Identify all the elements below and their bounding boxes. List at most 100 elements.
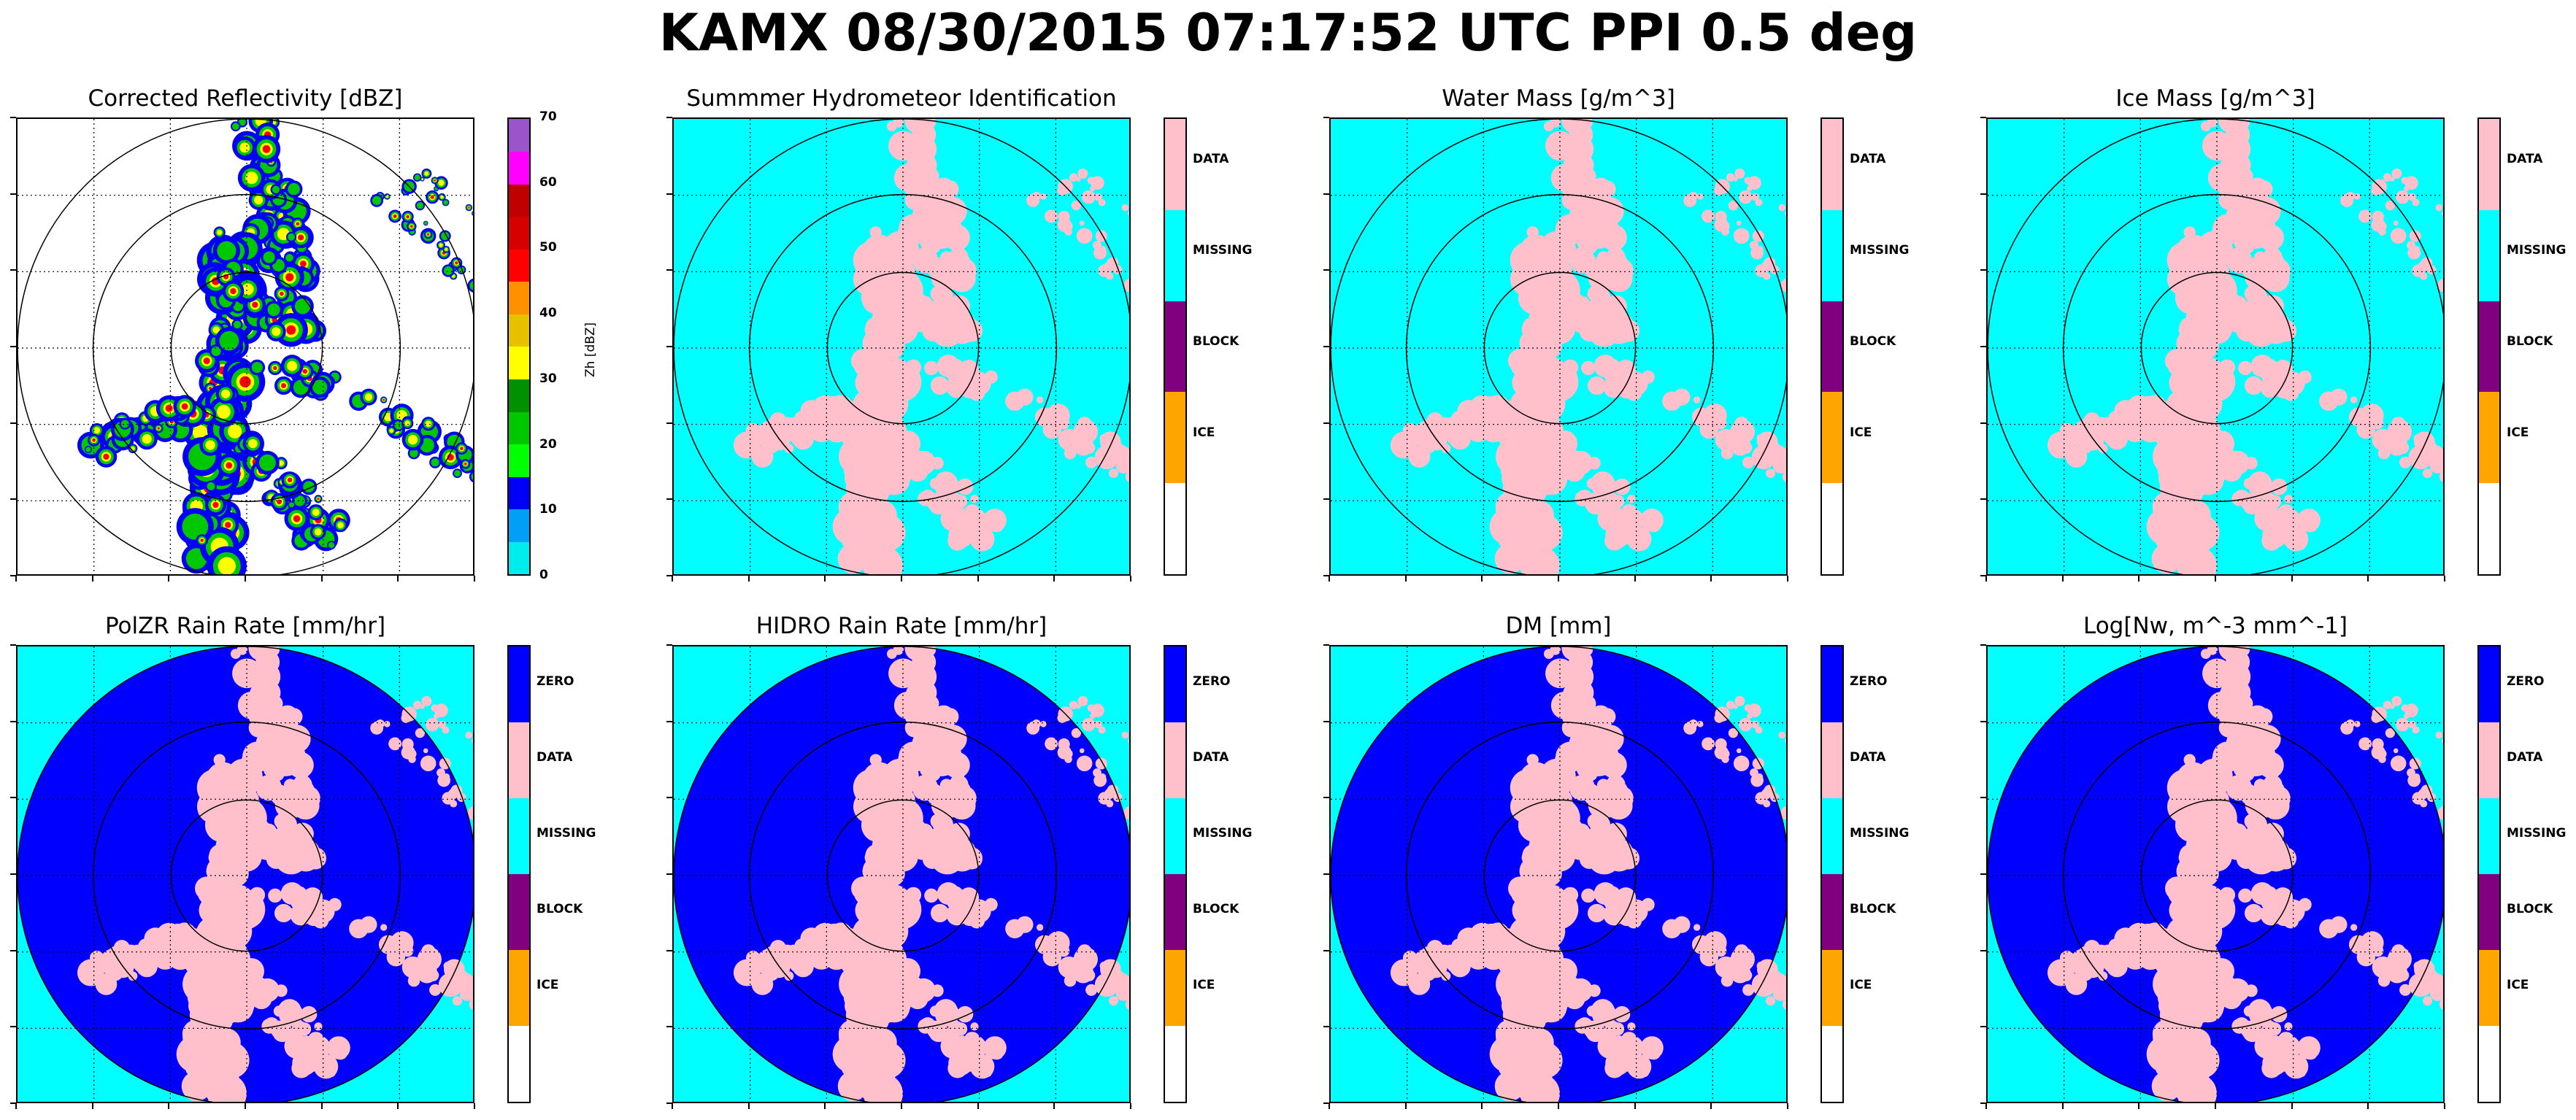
colorbar-segment <box>1822 209 1842 302</box>
axis-tick <box>1323 1026 1329 1028</box>
echo-blob <box>230 287 237 295</box>
echo-blob <box>1613 478 1631 495</box>
echo-blob <box>2183 226 2196 239</box>
colorbar-tick-label: 60 <box>539 174 557 190</box>
echo-blob <box>1080 757 1089 767</box>
echo-blob <box>280 291 284 296</box>
echo-blob <box>264 828 283 846</box>
echo-blob <box>2280 1051 2296 1067</box>
colorbar-segment <box>509 1026 529 1102</box>
echo-blob <box>926 1020 945 1038</box>
colorbar-tick-label: 10 <box>539 502 557 517</box>
echo-blob <box>454 470 461 477</box>
axis-tick <box>1558 1103 1559 1109</box>
echo-blob <box>1622 376 1644 398</box>
echo-blob <box>922 322 942 341</box>
echo-blob <box>337 522 344 529</box>
echo-blob <box>2394 230 2403 239</box>
colorbar-segment <box>509 216 529 250</box>
echo-blob <box>2437 278 2443 293</box>
echo-blob <box>218 557 237 574</box>
echo-blob <box>1768 442 1781 455</box>
echo-blob <box>274 903 293 923</box>
echo-blob <box>312 509 320 517</box>
echo-blob <box>136 956 158 978</box>
echo-blob <box>920 301 939 319</box>
echo-blob <box>1756 773 1764 781</box>
echo-blob <box>1545 319 1556 331</box>
echo-blob <box>2407 768 2415 777</box>
axis-tick <box>1404 576 1407 582</box>
echo-blob <box>1742 984 1755 996</box>
echo-blob <box>1528 854 1557 883</box>
echo-blob <box>231 846 243 858</box>
echo-blob <box>1726 700 1735 709</box>
echo-blob <box>1784 738 1786 744</box>
echo-blob <box>471 473 473 481</box>
echo-blob <box>1093 241 1101 250</box>
echo-blob <box>199 962 221 984</box>
echo-blob <box>829 395 853 418</box>
colorbar-category-label: DATA <box>2507 152 2543 167</box>
echo-blob <box>239 376 251 387</box>
echo-blob <box>333 1046 348 1060</box>
echo-blob <box>434 179 437 182</box>
echo-blob <box>1117 986 1127 997</box>
panel-title: Log[Nw, m^-3 mm^-1] <box>2083 613 2348 639</box>
axis-tick <box>10 498 16 501</box>
echo-blob <box>1486 922 1510 946</box>
echo-blob <box>2226 978 2250 1003</box>
echo-blob <box>1683 193 1697 207</box>
echo-blob <box>1522 344 1537 358</box>
echo-blob <box>1080 230 1089 239</box>
radar-ppi-plot <box>672 117 1131 576</box>
echo-blob <box>1057 944 1070 957</box>
colorbar-category-label: DATA <box>1850 152 1886 167</box>
echo-blob <box>784 971 794 981</box>
echo-blob <box>942 231 953 242</box>
echo-blob <box>2178 396 2210 428</box>
colorbar-tick-label: 0 <box>539 568 548 582</box>
echo-blob <box>285 273 294 282</box>
echo-blob <box>1594 999 1612 1016</box>
echo-blob <box>2234 828 2253 846</box>
echo-blob <box>372 196 382 206</box>
echo-blob <box>288 233 295 241</box>
colorbar-tick-label: 20 <box>539 436 557 452</box>
echo-blob <box>744 433 757 447</box>
panel-title: PolZR Rain Rate [mm/hr] <box>104 613 386 639</box>
echo-blob <box>239 142 250 153</box>
echo-blob <box>871 326 900 355</box>
echo-blob <box>1045 737 1058 751</box>
echo-blob <box>852 534 864 547</box>
echo-blob <box>93 427 101 434</box>
echo-blob <box>924 888 939 903</box>
echo-blob <box>1714 944 1727 957</box>
echo-blob <box>439 243 443 247</box>
echo-blob <box>270 711 282 723</box>
echo-blob <box>455 261 458 265</box>
colorbar-category-label: ZERO <box>537 673 574 689</box>
echo-blob <box>1486 395 1510 418</box>
echo-blob <box>1036 396 1044 403</box>
axis-tick <box>1980 720 1986 722</box>
echo-blob <box>2280 524 2296 540</box>
colorbar-segment <box>509 874 529 951</box>
echo-blob <box>1599 231 1610 242</box>
axis-tick <box>1985 576 1987 582</box>
echo-blob <box>740 446 749 454</box>
echo-blob <box>382 398 385 401</box>
echo-blob <box>983 541 992 550</box>
echo-blob <box>965 376 987 398</box>
echo-blob <box>2441 211 2443 216</box>
echo-blob <box>2423 996 2432 1006</box>
echo-blob <box>1597 252 1608 263</box>
echo-blob <box>1577 828 1596 846</box>
echo-blob <box>1401 961 1414 974</box>
echo-blob <box>2297 1068 2306 1078</box>
axis-tick <box>901 1103 902 1109</box>
axis-tick <box>10 575 16 576</box>
echo-blob <box>1736 748 1742 754</box>
echo-blob <box>426 718 439 732</box>
echo-blob <box>364 393 373 401</box>
